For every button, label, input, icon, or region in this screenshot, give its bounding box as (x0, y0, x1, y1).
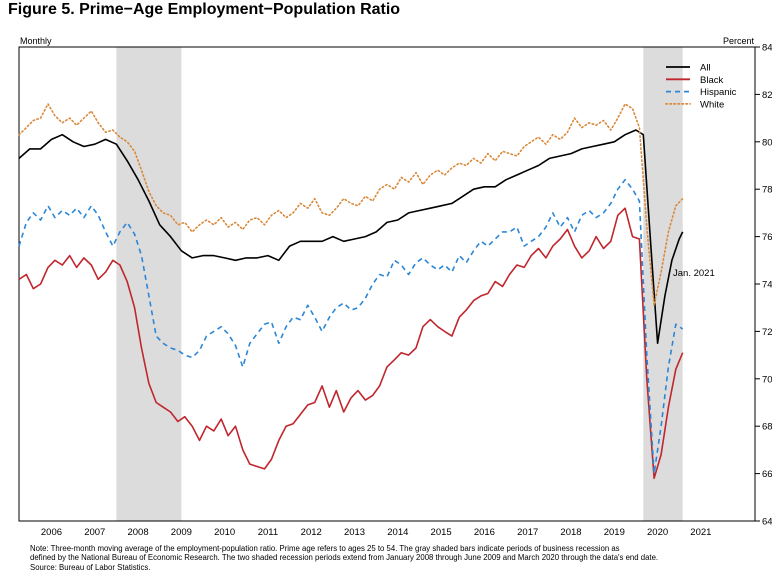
y-tick-label: 84 (762, 43, 772, 54)
y-tick-label: 70 (762, 374, 772, 385)
x-tick-label: 2019 (604, 527, 625, 538)
legend-label-black: Black (700, 75, 723, 86)
y-tick-label: 74 (762, 280, 772, 291)
left-axis-unit: Monthly (20, 36, 52, 46)
series-line-all (18, 129, 684, 345)
x-tick-label: 2014 (387, 527, 408, 538)
legend-label-all: All (700, 63, 711, 74)
y-tick-label: 80 (762, 137, 772, 148)
y-tick-label: 66 (762, 469, 772, 480)
note-line: defined by the National Bureau of Econom… (30, 553, 659, 563)
x-tick-label: 2015 (431, 527, 452, 538)
x-tick-label: 2006 (41, 527, 62, 538)
y-tick-label: 78 (762, 185, 772, 196)
legend-label-white: White (700, 99, 724, 110)
recession-shading (643, 47, 683, 521)
y-tick-label: 76 (762, 232, 772, 243)
annotation-jan-2021: Jan. 2021 (673, 268, 715, 279)
x-tick-label: 2009 (171, 527, 192, 538)
x-tick-label: 2020 (647, 527, 668, 538)
y-tick-label: 68 (762, 422, 772, 433)
x-tick-label: 2010 (214, 527, 235, 538)
x-tick-label: 2012 (301, 527, 322, 538)
x-tick-label: 2016 (474, 527, 495, 538)
x-tick-label: 2007 (84, 527, 105, 538)
note-line: Note: Three-month moving average of the … (30, 544, 620, 553)
note-line: Source: Bureau of Labor Statistics. (30, 562, 151, 572)
series-line-hispanic (18, 178, 684, 475)
y-tick-label: 82 (762, 90, 772, 101)
series-line-black (18, 207, 684, 480)
recession-shading (116, 47, 182, 521)
y-tick-label: 72 (762, 327, 772, 338)
x-tick-label: 2021 (690, 527, 711, 538)
chart-notes: Note: Three-month moving average of the … (30, 544, 766, 572)
y-tick-label: 64 (762, 517, 772, 528)
x-tick-label: 2011 (258, 527, 278, 538)
x-tick-label: 2018 (560, 527, 581, 538)
right-axis-unit: Percent (722, 36, 754, 46)
x-tick-label: 2013 (344, 527, 365, 538)
x-tick-label: 2008 (127, 527, 148, 538)
legend-label-hispanic: Hispanic (700, 87, 737, 98)
chart-title: Figure 5. Prime−Age Employment−Populatio… (8, 1, 401, 18)
x-tick-label: 2017 (517, 527, 538, 538)
